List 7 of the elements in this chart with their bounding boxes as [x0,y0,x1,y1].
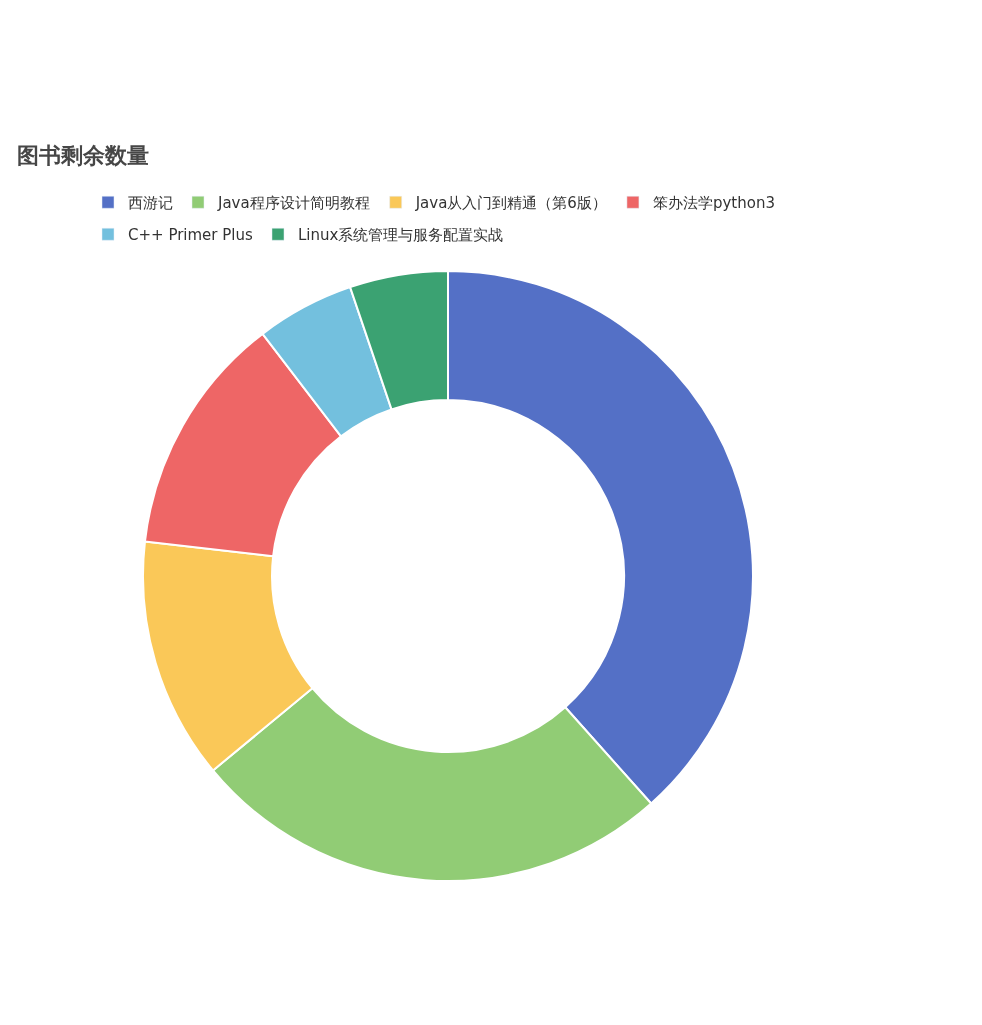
legend-label: 西游记 [128,194,173,213]
legend-label: C++ Primer Plus [128,226,253,245]
legend-label: Linux系统管理与服务配置实战 [297,226,504,245]
chart-title: 图书剩余数量 [17,142,149,168]
legend-label: Java程序设计简明教程 [217,194,370,213]
legend-label: Java从入门到精通（第6版） [414,194,607,213]
legend-label: 笨办法学python3 [652,194,775,213]
